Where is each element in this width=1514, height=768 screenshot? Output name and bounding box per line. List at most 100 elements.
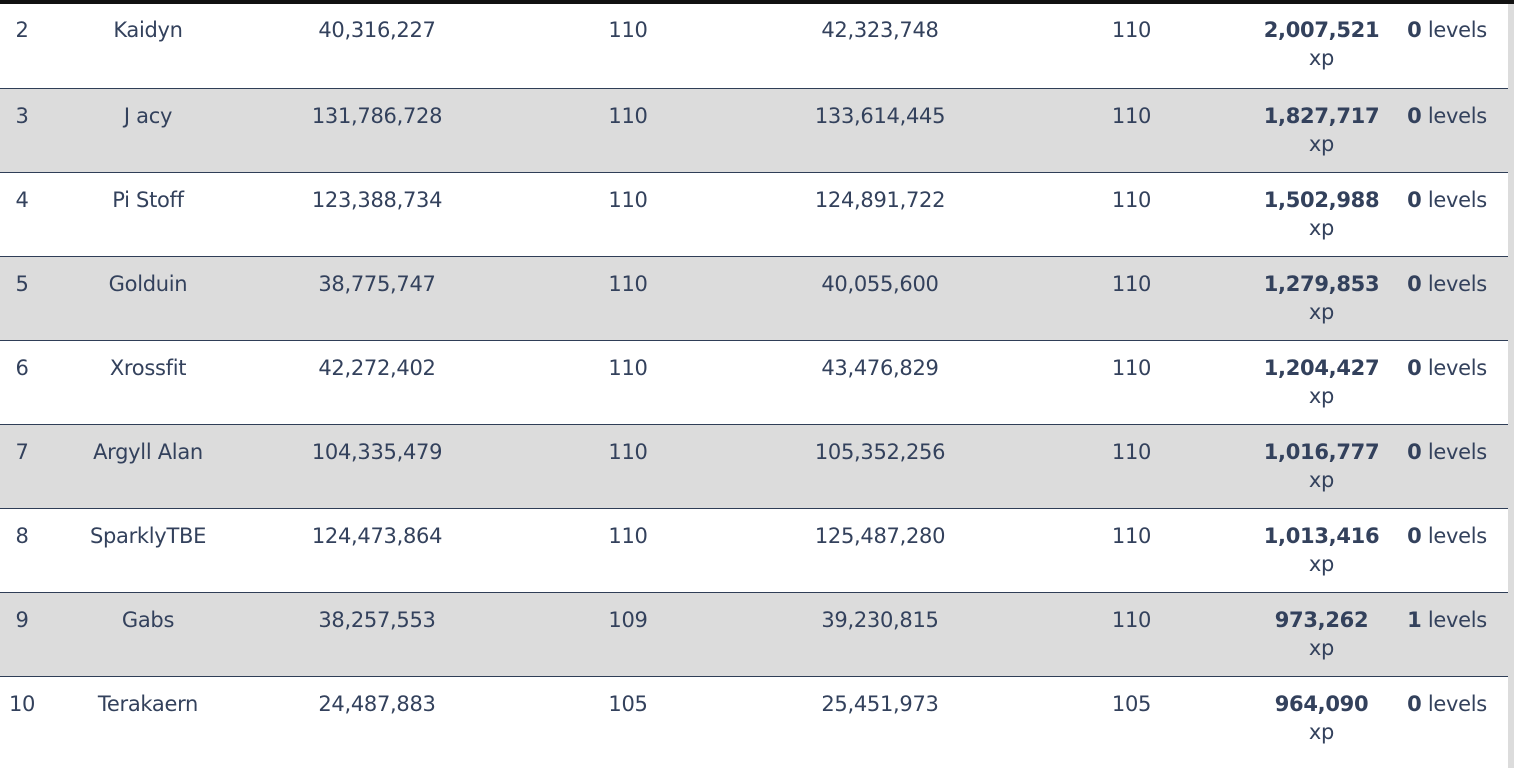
current-level: 110	[1111, 187, 1152, 212]
start-xp-cell: 104,335,479	[252, 424, 502, 509]
current-xp-cell: 40,055,600	[754, 256, 1006, 341]
start-level: 110	[608, 18, 648, 42]
player-name: Gabs	[121, 607, 175, 632]
xp-gained-cell: 1,827,717 xp	[1257, 88, 1386, 173]
player-cell: Terakaern	[44, 676, 252, 760]
start-xp: 104,335,479	[311, 439, 443, 464]
levels-gained-cell: 0 levels	[1386, 424, 1508, 509]
levels-unit-label: levels	[1427, 18, 1487, 42]
rank: 5	[15, 271, 29, 296]
current-level: 110	[1111, 607, 1152, 632]
current-level: 110	[1111, 271, 1152, 296]
player-cell: J acy	[44, 88, 252, 173]
current-level-cell: 110	[1006, 88, 1257, 173]
levels-gained-cell: 0 levels	[1386, 4, 1508, 89]
levels-gained-cell: 0 levels	[1386, 88, 1508, 173]
current-xp: 125,487,280	[814, 523, 946, 548]
current-level-cell: 110	[1006, 4, 1257, 89]
current-level: 110	[1111, 103, 1152, 128]
start-level: 110	[608, 355, 648, 380]
player-cell: Golduin	[44, 256, 252, 341]
start-xp: 38,257,553	[318, 607, 436, 632]
levels-unit-label: levels	[1427, 523, 1487, 548]
current-xp-cell: 133,614,445	[754, 88, 1006, 173]
rank: 4	[15, 187, 29, 212]
current-xp: 42,323,748	[821, 18, 939, 42]
xp-gained: 973,262 xp	[1275, 606, 1369, 662]
player-name: Kaidyn	[113, 18, 183, 42]
start-level: 105	[608, 691, 648, 716]
start-level-cell: 110	[502, 424, 754, 509]
rank-cell: 2	[0, 4, 44, 89]
levels-gained-cell: 0 levels	[1386, 508, 1508, 593]
current-level: 110	[1111, 355, 1152, 380]
start-level-cell: 110	[502, 256, 754, 341]
rank-cell: 6	[0, 340, 44, 425]
current-xp: 133,614,445	[814, 103, 946, 128]
player-name: Pi Stoff	[112, 187, 184, 212]
table-top-border	[0, 0, 1514, 4]
xp-gained-cell: 2,007,521 xp	[1257, 4, 1386, 89]
levels-unit-label: levels	[1427, 103, 1487, 128]
xp-gained-cell: 1,016,777 xp	[1257, 424, 1386, 509]
current-xp: 39,230,815	[821, 607, 939, 632]
table-row: 6 Xrossfit 42,272,402 110 43,476,829 110…	[0, 340, 1508, 425]
current-xp: 43,476,829	[821, 355, 939, 380]
rank: 9	[15, 607, 29, 632]
start-level-cell: 110	[502, 172, 754, 257]
start-level-cell: 110	[502, 340, 754, 425]
start-level-cell: 105	[502, 676, 754, 760]
current-xp-cell: 125,487,280	[754, 508, 1006, 593]
player-cell: Argyll Alan	[44, 424, 252, 509]
current-level: 110	[1111, 523, 1152, 548]
rank-cell: 9	[0, 592, 44, 677]
xp-gained: 1,279,853 xp	[1264, 270, 1380, 326]
start-xp-cell: 40,316,227	[252, 4, 502, 89]
rank: 8	[15, 523, 29, 548]
xp-gained-cell: 973,262 xp	[1257, 592, 1386, 677]
table-row: 7 Argyll Alan 104,335,479 110 105,352,25…	[0, 424, 1508, 509]
levels-gained-value: 0	[1407, 691, 1422, 716]
player-cell: Gabs	[44, 592, 252, 677]
table-row: 8 SparklyTBE 124,473,864 110 125,487,280…	[0, 508, 1508, 593]
xp-gained: 1,204,427 xp	[1264, 354, 1380, 410]
current-level-cell: 110	[1006, 592, 1257, 677]
xp-gained-value: 973,262	[1274, 607, 1369, 632]
current-xp-cell: 43,476,829	[754, 340, 1006, 425]
xp-gained-cell: 1,502,988 xp	[1257, 172, 1386, 257]
rank: 7	[15, 439, 29, 464]
levels-unit-label: levels	[1427, 187, 1487, 212]
start-xp-cell: 42,272,402	[252, 340, 502, 425]
rank-cell: 7	[0, 424, 44, 509]
xp-gained: 1,827,717 xp	[1264, 102, 1380, 158]
start-level-cell: 109	[502, 592, 754, 677]
start-level: 109	[608, 607, 648, 632]
player-name: SparklyTBE	[89, 523, 207, 548]
xp-gained-value: 1,013,416	[1263, 523, 1380, 548]
table-row: 3 J acy 131,786,728 110 133,614,445 110 …	[0, 88, 1508, 173]
current-xp-cell: 42,323,748	[754, 4, 1006, 89]
current-xp: 25,451,973	[821, 691, 939, 716]
xp-gained: 2,007,521 xp	[1264, 16, 1380, 72]
start-xp: 123,388,734	[311, 187, 443, 212]
scrollbar-track[interactable]	[1508, 4, 1514, 768]
start-xp-cell: 38,775,747	[252, 256, 502, 341]
current-xp-cell: 105,352,256	[754, 424, 1006, 509]
xp-unit-label: xp	[1308, 131, 1335, 156]
start-xp: 40,316,227	[318, 18, 436, 42]
levels-unit-label: levels	[1427, 691, 1487, 716]
levels-gained-value: 1	[1407, 607, 1422, 632]
current-xp: 105,352,256	[814, 439, 946, 464]
player-cell: Xrossfit	[44, 340, 252, 425]
rank-cell: 10	[0, 676, 44, 760]
rank-cell: 4	[0, 172, 44, 257]
levels-gained-cell: 1 levels	[1386, 592, 1508, 677]
start-level: 110	[608, 187, 648, 212]
xp-gained: 1,016,777 xp	[1264, 438, 1380, 494]
xp-unit-label: xp	[1308, 46, 1335, 70]
levels-unit-label: levels	[1427, 439, 1487, 464]
rank-cell: 5	[0, 256, 44, 341]
xp-gained-cell: 1,279,853 xp	[1257, 256, 1386, 341]
start-level-cell: 110	[502, 508, 754, 593]
player-name: Argyll Alan	[93, 439, 203, 464]
